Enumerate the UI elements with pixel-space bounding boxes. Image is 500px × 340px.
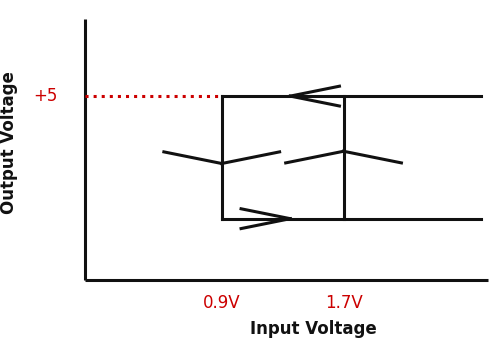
Text: Output Voltage: Output Voltage — [0, 71, 18, 214]
Text: 1.7V: 1.7V — [324, 294, 362, 312]
Text: +5: +5 — [33, 87, 58, 105]
Text: 0.9V: 0.9V — [203, 294, 240, 312]
Text: Input Voltage: Input Voltage — [250, 320, 376, 338]
